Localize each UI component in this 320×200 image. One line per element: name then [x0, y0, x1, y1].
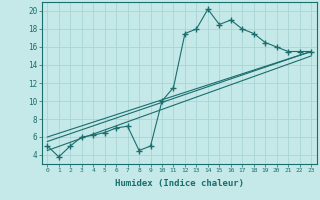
X-axis label: Humidex (Indice chaleur): Humidex (Indice chaleur) — [115, 179, 244, 188]
